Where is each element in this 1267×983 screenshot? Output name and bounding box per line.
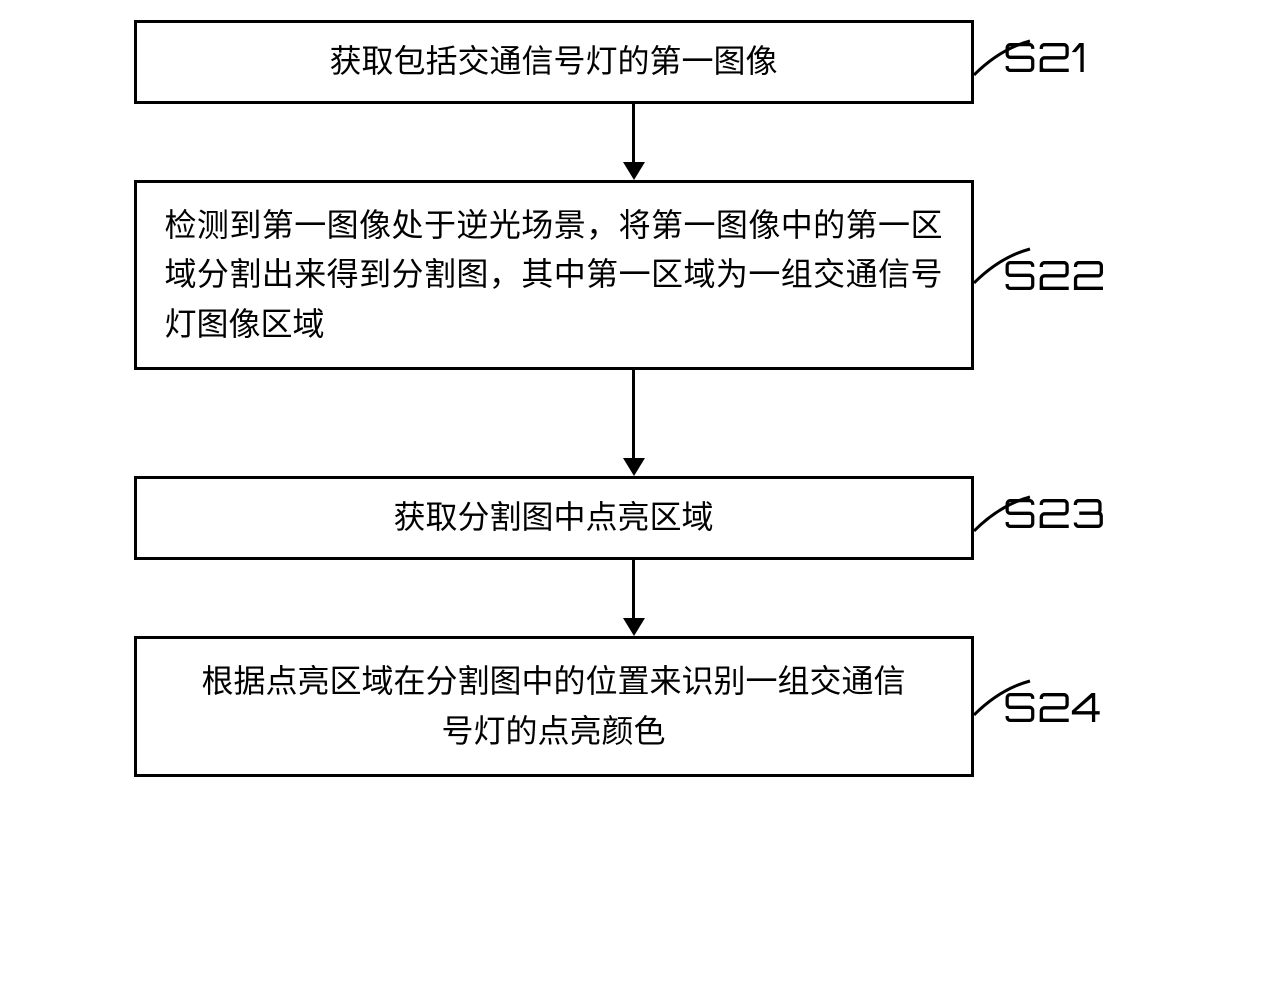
box-text: 检测到第一图像处于逆光场景，将第一图像中的第一区域分割出来得到分割图，其中第一区… bbox=[165, 201, 943, 350]
flow-row-s22: 检测到第一图像处于逆光场景，将第一图像中的第一区域分割出来得到分割图，其中第一区… bbox=[134, 180, 1134, 371]
box-text: 获取包括交通信号灯的第一图像 bbox=[329, 37, 777, 87]
arrow-1 bbox=[214, 104, 1054, 180]
box-text: 获取分割图中点亮区域 bbox=[393, 493, 713, 543]
flow-box-s21: 获取包括交通信号灯的第一图像 bbox=[134, 20, 974, 104]
flow-box-s24: 根据点亮区域在分割图中的位置来识别一组交通信号灯的点亮颜色 bbox=[134, 636, 974, 777]
arrow-3 bbox=[214, 560, 1054, 636]
arrow-head-icon bbox=[623, 162, 645, 180]
flow-row-s23: 获取分割图中点亮区域 S23 bbox=[134, 476, 1134, 560]
flowchart-container: 获取包括交通信号灯的第一图像 S21 检测到第一图像处于逆光场景，将第一图像中的… bbox=[134, 20, 1134, 777]
flow-row-s24: 根据点亮区域在分割图中的位置来识别一组交通信号灯的点亮颜色 S24 bbox=[134, 636, 1134, 777]
arrow-head-icon bbox=[623, 618, 645, 636]
arrow-line bbox=[632, 560, 635, 618]
step-label-s22: S22 bbox=[1004, 250, 1106, 300]
arrow-line bbox=[632, 370, 635, 458]
box-text: 根据点亮区域在分割图中的位置来识别一组交通信号灯的点亮颜色 bbox=[197, 657, 911, 756]
flow-box-s23: 获取分割图中点亮区域 bbox=[134, 476, 974, 560]
arrow-head-icon bbox=[623, 458, 645, 476]
step-label-s21: S21 bbox=[1004, 32, 1089, 82]
step-label-s24: S24 bbox=[1004, 682, 1102, 732]
flow-box-s22: 检测到第一图像处于逆光场景，将第一图像中的第一区域分割出来得到分割图，其中第一区… bbox=[134, 180, 974, 371]
flow-row-s21: 获取包括交通信号灯的第一图像 S21 bbox=[134, 20, 1134, 104]
step-label-s23: S23 bbox=[1004, 488, 1106, 538]
arrow-2 bbox=[214, 370, 1054, 476]
arrow-line bbox=[632, 104, 635, 162]
